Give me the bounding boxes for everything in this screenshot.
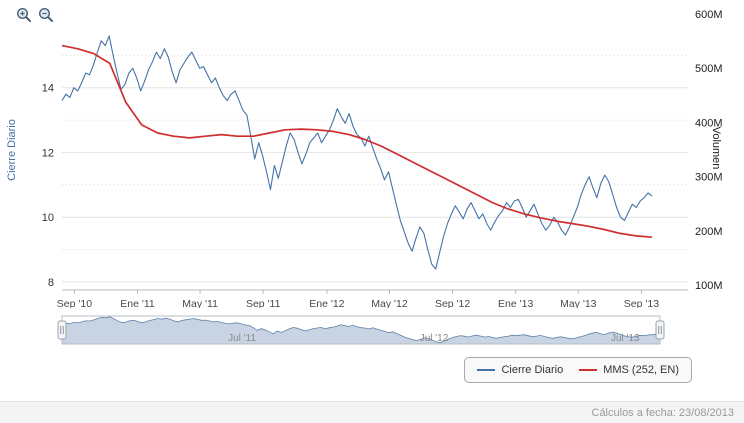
navigator-handle-left[interactable] <box>57 320 67 340</box>
svg-text:May '11: May '11 <box>182 298 218 308</box>
svg-text:10: 10 <box>42 212 54 224</box>
cierre-diario-line-sample <box>477 369 496 371</box>
svg-text:600M: 600M <box>695 9 723 21</box>
svg-text:Sep '10: Sep '10 <box>57 298 92 308</box>
zoom-toolbar <box>16 6 56 24</box>
svg-text:12: 12 <box>42 147 54 159</box>
svg-text:14: 14 <box>42 83 54 95</box>
svg-text:Jul '13: Jul '13 <box>611 333 640 344</box>
svg-text:Sep '12: Sep '12 <box>435 298 470 308</box>
mms-line-sample <box>579 369 598 371</box>
footer-bar: Cálculos a fecha: 23/08/2013 <box>0 401 744 423</box>
zoom-out-icon <box>38 7 56 23</box>
svg-text:400M: 400M <box>695 117 723 129</box>
svg-text:Jul '11: Jul '11 <box>228 333 256 344</box>
svg-text:May '12: May '12 <box>371 298 408 308</box>
legend-label-cierre-diario: Cierre Diario <box>501 364 564 376</box>
svg-text:May '13: May '13 <box>560 298 597 308</box>
svg-text:500M: 500M <box>695 63 723 75</box>
navigator[interactable]: Jul '11 Jul '12 Jul '13 <box>0 310 744 356</box>
svg-text:300M: 300M <box>695 172 723 184</box>
legend-item-cierre-diario[interactable]: Cierre Diario <box>477 364 563 376</box>
cierre-diario-line <box>61 35 653 270</box>
svg-text:Jul '12: Jul '12 <box>420 333 449 344</box>
calculation-date-text: Cálculos a fecha: 23/08/2013 <box>591 407 735 419</box>
zoom-in-button[interactable] <box>16 6 34 24</box>
zoom-in-icon <box>16 7 34 23</box>
navigator-area[interactable] <box>61 316 661 345</box>
mms-line <box>61 44 653 239</box>
zoom-out-button[interactable] <box>38 6 56 24</box>
svg-text:Ene '13: Ene '13 <box>498 298 533 308</box>
legend-label-mms: MMS (252, EN) <box>603 364 679 376</box>
svg-text:Ene '11: Ene '11 <box>120 298 155 308</box>
svg-text:Sep '11: Sep '11 <box>246 298 281 308</box>
svg-text:Ene '12: Ene '12 <box>309 298 344 308</box>
navigator-handle-right[interactable] <box>655 320 665 340</box>
legend-item-mms[interactable]: MMS (252, EN) <box>579 364 679 376</box>
svg-text:8: 8 <box>48 277 54 289</box>
plot-area[interactable]: 8 10 12 14 Sep '10 Ene '11 May '11 Sep '11 Ene '… <box>0 0 744 308</box>
svg-text:100M: 100M <box>695 280 723 292</box>
svg-text:Sep '13: Sep '13 <box>624 298 659 308</box>
svg-text:200M: 200M <box>695 226 723 238</box>
legend: Cierre Diario MMS (252, EN) <box>464 357 692 383</box>
